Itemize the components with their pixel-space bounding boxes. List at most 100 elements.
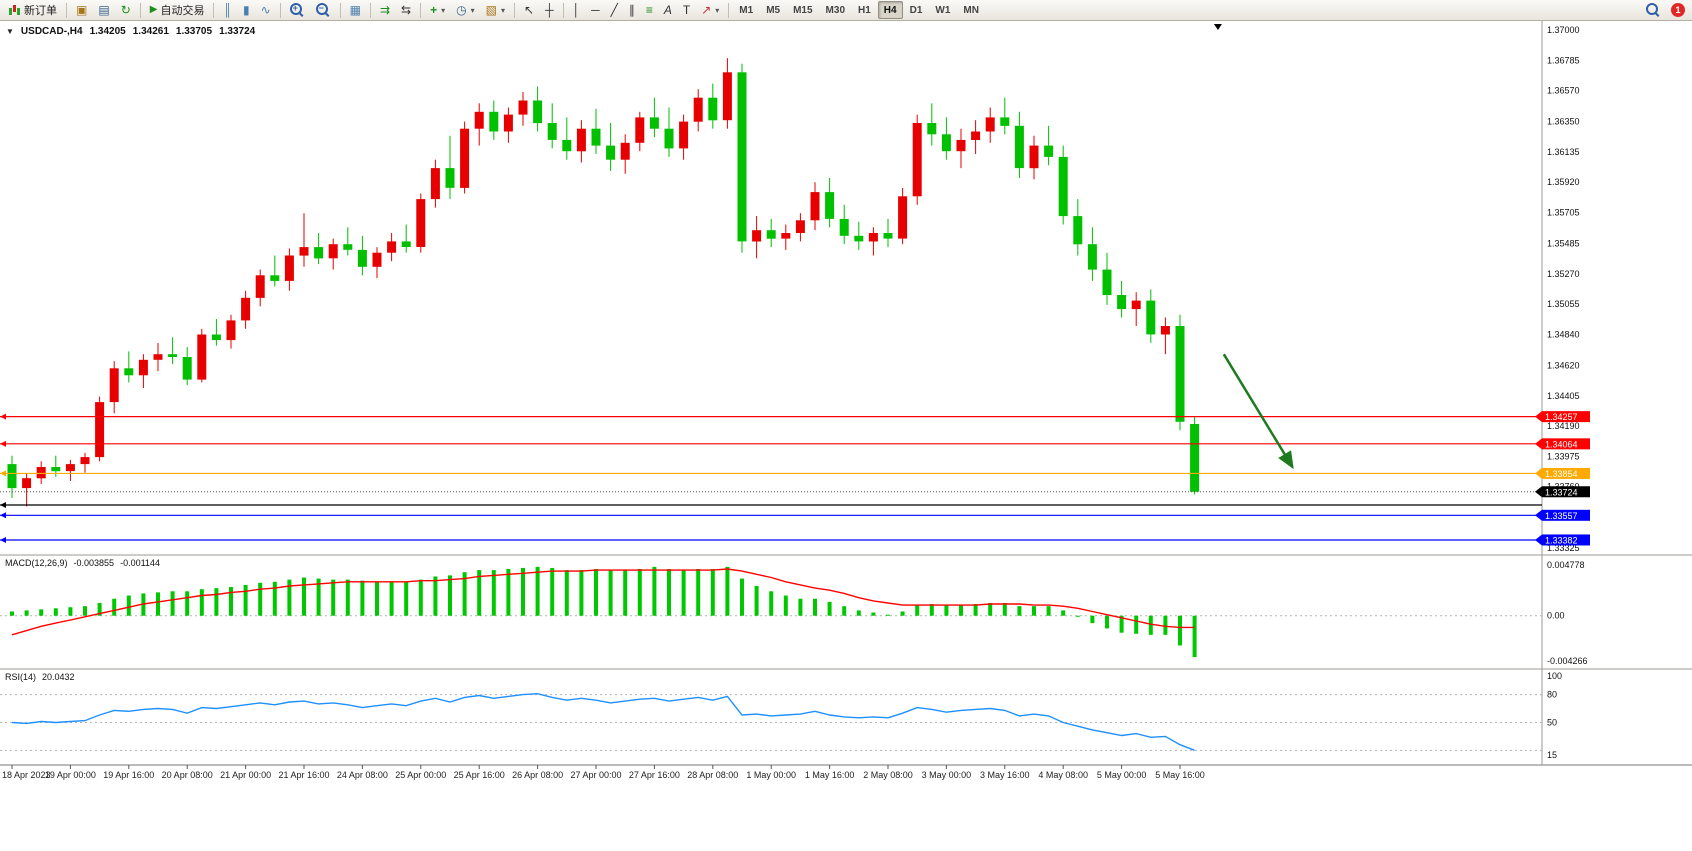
zoom-out-button[interactable] bbox=[311, 1, 336, 19]
svg-text:1 May 16:00: 1 May 16:00 bbox=[805, 770, 855, 780]
rsi-scale[interactable]: 100 80 50 15 bbox=[1547, 671, 1562, 760]
svg-text:1.33382: 1.33382 bbox=[1545, 535, 1578, 545]
timeframe-button-m15[interactable]: M15 bbox=[787, 1, 818, 19]
svg-text:0.004778: 0.004778 bbox=[1547, 560, 1585, 570]
dropdown-icon: ▾ bbox=[470, 5, 475, 15]
svg-text:1.36350: 1.36350 bbox=[1547, 117, 1580, 127]
svg-text:-0.004266: -0.004266 bbox=[1547, 656, 1588, 666]
svg-text:1.35705: 1.35705 bbox=[1547, 208, 1580, 218]
new-order-button[interactable]: 新订单 bbox=[3, 1, 62, 19]
separator bbox=[66, 2, 67, 18]
svg-text:2 May 08:00: 2 May 08:00 bbox=[863, 770, 913, 780]
svg-text:1.36785: 1.36785 bbox=[1547, 55, 1580, 65]
text-button[interactable]: A bbox=[659, 1, 677, 19]
svg-text:1.35055: 1.35055 bbox=[1547, 299, 1580, 309]
separator bbox=[213, 2, 215, 18]
candlestick-chart-button[interactable]: ▮ bbox=[238, 1, 255, 19]
timeframe-button-m1[interactable]: M1 bbox=[733, 1, 759, 19]
zoom-in-button[interactable] bbox=[285, 1, 310, 19]
separator bbox=[728, 2, 730, 18]
timeframe-button-h4[interactable]: H4 bbox=[877, 1, 903, 19]
timeframe-button-m5[interactable]: M5 bbox=[760, 1, 786, 19]
vertical-line-button[interactable]: │ bbox=[568, 1, 586, 19]
trendline-button[interactable]: ╱ bbox=[606, 1, 623, 19]
text-label-button[interactable]: T bbox=[678, 1, 695, 19]
new-chart-button[interactable]: ▣ bbox=[71, 1, 92, 19]
svg-text:28 Apr 08:00: 28 Apr 08:00 bbox=[687, 770, 738, 780]
hline-left-marker bbox=[0, 502, 6, 509]
channel-icon: ∥ bbox=[628, 3, 635, 17]
svg-text:19 Apr 16:00: 19 Apr 16:00 bbox=[103, 770, 154, 780]
horizontal-line-button[interactable]: ─ bbox=[586, 1, 605, 19]
fibonacci-button[interactable]: ≡ bbox=[641, 1, 658, 19]
svg-text:1.35485: 1.35485 bbox=[1547, 239, 1580, 249]
hline-left-marker bbox=[0, 536, 6, 543]
hline-left-marker bbox=[0, 512, 6, 519]
macd-histogram bbox=[10, 566, 1197, 658]
hline-left-marker bbox=[0, 440, 6, 447]
line-chart-button[interactable]: ∿ bbox=[256, 1, 276, 19]
refresh-button[interactable]: ↻ bbox=[116, 1, 136, 19]
search-icon bbox=[1646, 2, 1658, 15]
timeframe-button-w1[interactable]: W1 bbox=[929, 1, 956, 19]
vertical-line-icon: │ bbox=[572, 3, 581, 17]
svg-text:1.33325: 1.33325 bbox=[1547, 543, 1580, 553]
periods-button[interactable]: ◷ ▾ bbox=[451, 1, 480, 19]
chart-shift-icon: ⇆ bbox=[401, 3, 412, 17]
svg-text:0.00: 0.00 bbox=[1547, 611, 1565, 621]
indicators-button[interactable]: + ▾ bbox=[425, 1, 450, 19]
chart-shift-button[interactable]: ⇆ bbox=[396, 1, 416, 19]
svg-text:4 May 08:00: 4 May 08:00 bbox=[1038, 770, 1088, 780]
auto-scroll-icon: ⇉ bbox=[379, 3, 391, 17]
chart-window: 1.37000 1.36785 1.36570 1.36350 1.36135 1.359… bbox=[0, 21, 1692, 850]
svg-text:1 May 00:00: 1 May 00:00 bbox=[746, 770, 796, 780]
profiles-icon: ▤ bbox=[98, 3, 110, 17]
cursor-button[interactable]: ↖ bbox=[519, 1, 539, 19]
dropdown-icon: ▾ bbox=[715, 5, 720, 15]
macd-scale[interactable]: 0.004778 0.00 -0.004266 bbox=[1547, 560, 1588, 666]
svg-text:1.33975: 1.33975 bbox=[1547, 451, 1580, 461]
svg-text:1.36135: 1.36135 bbox=[1547, 147, 1580, 157]
panel-borders bbox=[0, 21, 1692, 766]
svg-text:27 Apr 00:00: 27 Apr 00:00 bbox=[570, 770, 621, 780]
profiles-button[interactable]: ▤ bbox=[93, 1, 114, 19]
separator bbox=[139, 2, 141, 18]
line-chart-icon: ∿ bbox=[260, 3, 271, 17]
arrows-icon: ↗ bbox=[701, 3, 712, 17]
zoom-in-icon bbox=[289, 2, 302, 15]
arrow-object[interactable] bbox=[1222, 353, 1294, 470]
price-tag bbox=[1535, 509, 1542, 521]
chart-shift-marker[interactable] bbox=[1213, 24, 1222, 30]
svg-text:25 Apr 16:00: 25 Apr 16:00 bbox=[454, 770, 505, 780]
price-tags: 1.34257 1.34064 1.33854 1.33557 1.33382 1.337… bbox=[1535, 411, 1590, 546]
search-button[interactable] bbox=[1641, 1, 1666, 19]
svg-text:3 May 00:00: 3 May 00:00 bbox=[922, 770, 972, 780]
arrows-button[interactable]: ↗ ▾ bbox=[696, 1, 724, 19]
timeframe-button-m30[interactable]: M30 bbox=[820, 1, 851, 19]
bar-chart-button[interactable]: ║ bbox=[218, 1, 237, 19]
tile-windows-icon: ▦ bbox=[349, 3, 361, 17]
svg-text:80: 80 bbox=[1547, 690, 1557, 700]
templates-button[interactable]: ▧ ▾ bbox=[481, 1, 510, 19]
chart-canvas[interactable]: 1.37000 1.36785 1.36570 1.36350 1.36135 1.359… bbox=[0, 21, 1692, 850]
timeframe-button-h1[interactable]: H1 bbox=[852, 1, 877, 19]
separator bbox=[339, 2, 341, 18]
autotrading-button[interactable]: ▶ 自动交易 bbox=[145, 1, 210, 19]
zoom-out-icon bbox=[315, 2, 328, 15]
notification-badge[interactable]: 1 bbox=[1671, 3, 1685, 17]
crosshair-button[interactable]: ┼ bbox=[540, 1, 559, 19]
macd-signal-line bbox=[11, 568, 1195, 636]
timeframe-button-d1[interactable]: D1 bbox=[904, 1, 929, 19]
tile-windows-button[interactable]: ▦ bbox=[345, 1, 366, 19]
channel-button[interactable]: ∥ bbox=[624, 1, 640, 19]
separator bbox=[279, 2, 281, 18]
svg-text:1.33557: 1.33557 bbox=[1545, 511, 1578, 521]
svg-text:1.33724: 1.33724 bbox=[1545, 487, 1578, 497]
hline-objects[interactable] bbox=[0, 413, 1542, 543]
rsi-levels bbox=[0, 694, 1542, 751]
timeframe-button-mn[interactable]: MN bbox=[957, 1, 985, 19]
auto-scroll-button[interactable]: ⇉ bbox=[375, 1, 395, 19]
separator bbox=[420, 2, 422, 18]
